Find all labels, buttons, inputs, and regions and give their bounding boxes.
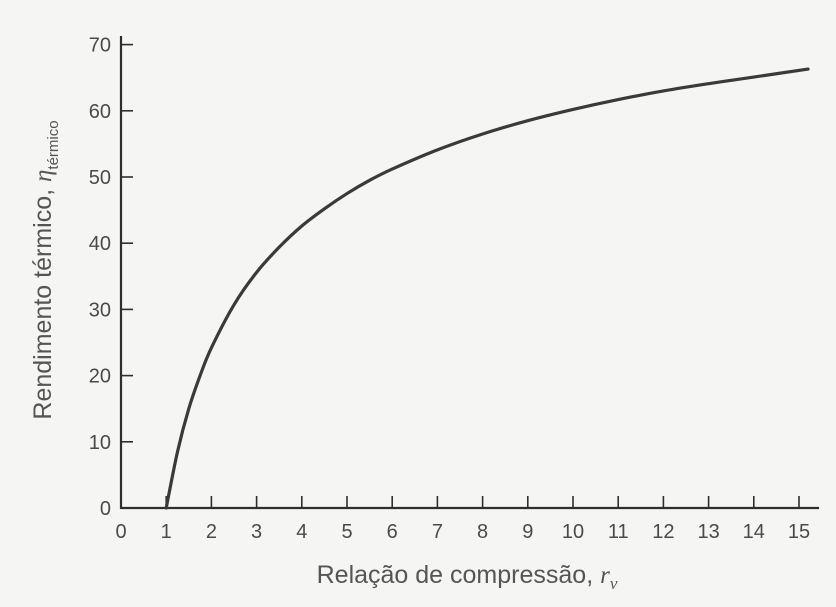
x-tick-label: 8 bbox=[477, 521, 488, 543]
x-axis-title-symbol: r bbox=[600, 562, 610, 589]
x-axis-title: Relação de compressão, rv bbox=[317, 561, 618, 593]
x-tick-label: 1 bbox=[161, 521, 172, 543]
x-tick-label: 9 bbox=[522, 521, 533, 543]
x-tick-label: 14 bbox=[743, 521, 765, 543]
x-tick-label: 10 bbox=[562, 521, 584, 543]
x-tick-label: 11 bbox=[608, 521, 629, 543]
y-tick-label: 10 bbox=[89, 432, 111, 454]
x-tick-label: 3 bbox=[251, 521, 262, 543]
y-tick-label: 0 bbox=[100, 498, 111, 520]
x-tick-label: 2 bbox=[206, 521, 217, 543]
y-axis-title-symbol: η bbox=[30, 170, 57, 182]
y-axis-title-text: Rendimento térmico, bbox=[29, 182, 57, 420]
x-tick-label: 12 bbox=[652, 521, 674, 543]
x-axis-title-text: Relação de compressão, bbox=[317, 561, 600, 589]
y-axis-title: Rendimento térmico, ηtérmico bbox=[29, 120, 62, 419]
x-axis-title-subscript: v bbox=[610, 574, 618, 593]
efficiency-curve bbox=[164, 67, 810, 510]
y-tick-label: 60 bbox=[89, 101, 111, 123]
x-tick-label: 4 bbox=[296, 521, 307, 543]
y-tick-label: 50 bbox=[89, 167, 111, 189]
x-tick-label: 7 bbox=[432, 521, 443, 543]
x-tick-label: 15 bbox=[788, 521, 810, 543]
x-tick-label: 5 bbox=[341, 521, 352, 543]
y-tick-label: 70 bbox=[89, 35, 111, 57]
y-tick-label: 30 bbox=[89, 299, 111, 321]
x-tick-label: 13 bbox=[697, 521, 719, 543]
x-tick-label: 6 bbox=[387, 521, 398, 543]
y-axis-title-subscript: térmico bbox=[45, 120, 62, 169]
y-tick-label: 20 bbox=[89, 366, 111, 388]
x-tick-label: 0 bbox=[115, 521, 126, 543]
y-tick-label: 40 bbox=[89, 233, 111, 255]
